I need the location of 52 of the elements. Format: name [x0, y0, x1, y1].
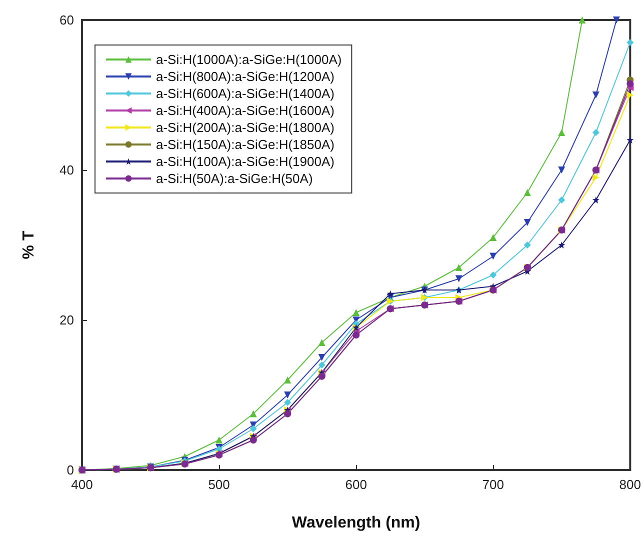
point	[250, 425, 257, 432]
point	[284, 392, 292, 398]
point	[578, 16, 586, 24]
point	[592, 129, 600, 136]
y-tick-label: 40	[60, 162, 74, 178]
x-tick-label: 600	[345, 477, 367, 492]
point	[558, 196, 566, 204]
point	[318, 354, 326, 361]
x-tick-label: 500	[208, 477, 230, 492]
point	[626, 80, 634, 88]
point	[612, 16, 620, 24]
legend-label: a-Si:H(150A):a-SiGe:H(1850A)	[156, 137, 334, 152]
point	[318, 339, 326, 346]
point	[318, 362, 326, 368]
point	[592, 92, 600, 98]
legend-label: a-Si:H(1000A):a-SiGe:H(1000A)	[156, 52, 342, 67]
point	[352, 309, 360, 316]
point	[524, 242, 531, 248]
x-axis-title: Wavelength (nm)	[292, 514, 420, 532]
point	[592, 174, 600, 181]
point	[284, 376, 292, 384]
y-tick-label: 0	[66, 462, 74, 478]
point	[524, 219, 531, 226]
point	[490, 252, 497, 260]
point	[455, 275, 462, 282]
point	[524, 189, 531, 196]
y-tick-label: 20	[60, 312, 74, 328]
legend-label: a-Si:H(600A):a-SiGe:H(1400A)	[156, 86, 334, 101]
legend-label: a-Si:H(100A):a-SiGe:H(1900A)	[156, 154, 334, 169]
legend-label: a-Si:H(50A):a-SiGe:H(50A)	[156, 171, 313, 186]
x-tick-label: 400	[71, 477, 93, 492]
point	[558, 129, 566, 136]
point	[216, 436, 223, 444]
point	[558, 242, 566, 248]
point	[626, 39, 634, 46]
point	[455, 264, 462, 271]
point	[592, 196, 600, 204]
point	[490, 234, 497, 241]
legend-label: a-Si:H(800A):a-SiGe:H(1200A)	[156, 69, 334, 84]
point	[386, 290, 394, 298]
point	[558, 166, 566, 174]
point	[250, 410, 257, 418]
y-axis-title: % T	[20, 230, 38, 260]
point	[490, 272, 497, 278]
legend-label: a-Si:H(200A):a-SiGe:H(1800A)	[156, 120, 334, 135]
x-tick-label: 700	[482, 477, 504, 492]
legend-label: a-Si:H(400A):a-SiGe:H(1600A)	[156, 103, 334, 118]
y-tick-label: 60	[60, 12, 74, 28]
point	[626, 92, 634, 98]
point	[626, 136, 634, 144]
point	[284, 399, 292, 406]
x-tick-label: 800	[619, 477, 642, 492]
